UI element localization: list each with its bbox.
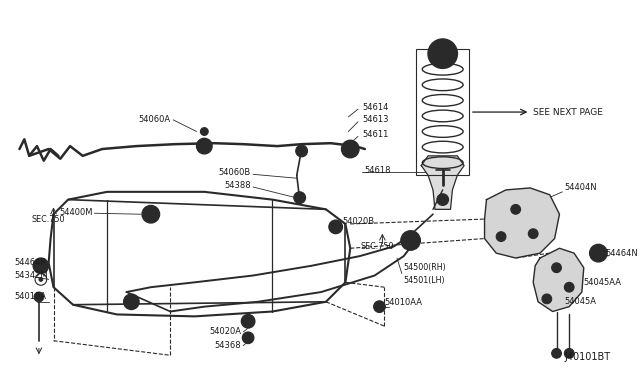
Circle shape [39,278,43,281]
Circle shape [564,282,574,292]
Text: 54618: 54618 [365,166,392,175]
Circle shape [342,140,359,158]
Circle shape [564,349,574,358]
Circle shape [329,220,342,234]
Text: 54500(RH): 54500(RH) [404,263,447,272]
Circle shape [437,194,449,205]
Text: 54614: 54614 [362,103,388,112]
Text: SEE NEXT PAGE: SEE NEXT PAGE [533,108,603,116]
Text: 54060A: 54060A [138,115,170,124]
Circle shape [296,145,307,157]
Text: 54611: 54611 [362,130,388,139]
Text: 54368: 54368 [214,341,241,350]
Circle shape [529,229,538,238]
Text: 54010A: 54010A [15,292,47,301]
Text: 54613: 54613 [362,115,388,124]
Text: 54404N: 54404N [564,183,597,192]
Text: 54060B: 54060B [219,168,251,177]
Circle shape [542,294,552,304]
Text: 54388: 54388 [225,180,251,189]
Circle shape [511,205,520,214]
Circle shape [147,210,155,218]
Text: 54020B: 54020B [342,217,374,225]
Circle shape [428,39,458,68]
Polygon shape [533,248,584,311]
Polygon shape [484,188,559,258]
Circle shape [200,128,208,135]
Circle shape [200,142,208,150]
Circle shape [435,46,451,61]
Circle shape [33,258,49,273]
Text: J40101BT: J40101BT [565,352,611,362]
Circle shape [593,248,604,258]
Circle shape [142,205,159,223]
Circle shape [406,235,415,246]
Circle shape [34,292,44,302]
Text: 54464R: 54464R [15,259,47,267]
Circle shape [124,294,139,310]
Circle shape [241,314,255,328]
Text: 54464N: 54464N [605,248,638,258]
Circle shape [374,301,385,312]
Circle shape [346,144,355,154]
Text: 54501(LH): 54501(LH) [404,276,445,285]
Text: 54342M: 54342M [15,271,48,280]
Circle shape [401,231,420,250]
Text: SEC.750: SEC.750 [360,242,394,251]
Text: 54010AA: 54010AA [385,298,422,307]
Text: 54045A: 54045A [564,297,596,306]
Polygon shape [421,156,464,209]
Circle shape [440,51,445,57]
Circle shape [196,138,212,154]
Circle shape [589,244,607,262]
Bar [417,49,469,175]
Text: SEC.750: SEC.750 [31,215,65,224]
Text: 54045AA: 54045AA [584,278,622,287]
Text: 54020A: 54020A [209,327,241,336]
Circle shape [552,263,561,273]
Circle shape [552,349,561,358]
Circle shape [243,332,254,344]
Text: 54400M: 54400M [59,208,92,217]
Circle shape [496,232,506,241]
Circle shape [294,192,305,203]
